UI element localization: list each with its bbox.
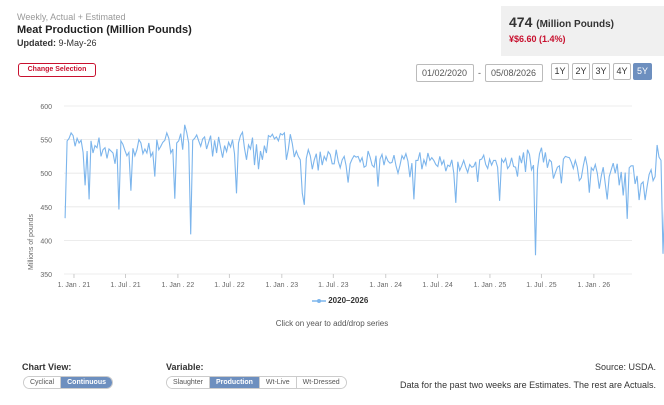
chart-hint: Click on year to add/drop series (275, 319, 389, 328)
range-4y-button[interactable]: 4Y (613, 63, 631, 80)
date-range-dash: - (478, 68, 481, 78)
range-1y-button[interactable]: 1Y (551, 63, 569, 80)
legend-line-icon (312, 298, 326, 303)
x-tick-label: 1. Jan . 26 (577, 282, 610, 289)
updated-label: Updated: (17, 38, 56, 48)
price-value: 474 (509, 14, 533, 30)
grid-lines (64, 105, 632, 275)
x-tick-label: 1. Jul . 22 (214, 282, 244, 289)
variable-wt-dressed[interactable]: Wt-Dressed (296, 377, 346, 388)
updated-line: Updated: 9-May-26 (17, 38, 97, 48)
price-change: ¥$6.60 (1.4%) (509, 34, 566, 44)
series-line-2020-2026[interactable] (64, 124, 664, 256)
range-3y-button[interactable]: 3Y (592, 63, 610, 80)
estimate-note: Data for the past two weeks are Estimate… (400, 380, 656, 390)
chart-view-toggle: Cyclical Continuous (23, 376, 114, 389)
y-tick-label: 600 (40, 104, 52, 111)
price-unit: (Million Pounds) (536, 19, 615, 30)
variable-production[interactable]: Production (209, 377, 260, 388)
chart-view-label: Chart View: (22, 362, 72, 372)
x-tick-label: 1. Jan . 21 (58, 282, 91, 289)
chart-subtitle: Weekly, Actual + Estimated (17, 12, 126, 22)
chart-view-continuous[interactable]: Continuous (61, 377, 113, 388)
price-value-line: 474 (Million Pounds) (509, 14, 614, 30)
x-tick-label: 1. Jul . 25 (526, 282, 556, 289)
variable-label: Variable: (166, 362, 204, 372)
y-axis-label: Millions of pounds (28, 213, 35, 270)
line-chart: 350 400 450 500 550 600 1. Jan . 21 1. Jul . 2… (28, 104, 664, 289)
x-tick-label: 1. Jan . 25 (474, 282, 507, 289)
variable-slaughter[interactable]: Slaughter (167, 377, 210, 388)
start-date-input[interactable]: 01/02/2020 (416, 64, 474, 82)
x-tick-label: 1. Jul . 21 (110, 282, 140, 289)
y-tick-label: 500 (40, 171, 52, 178)
end-date-input[interactable]: 05/08/2026 (485, 64, 543, 82)
chart-view-cyclical[interactable]: Cyclical (24, 377, 62, 388)
variable-wt-live[interactable]: Wt-Live (259, 377, 297, 388)
range-5y-button[interactable]: 5Y (633, 63, 652, 80)
y-tick-label: 350 (40, 272, 52, 279)
y-tick-labels: 350 400 450 500 550 600 (40, 104, 52, 279)
x-tick-label: 1. Jan . 23 (265, 282, 298, 289)
legend-item-2020-2026[interactable]: 2020–2026 (312, 296, 368, 305)
variable-toggle: Slaughter Production Wt-Live Wt-Dressed (166, 376, 347, 389)
y-tick-label: 550 (40, 138, 52, 145)
x-tick-label: 1. Jul . 23 (318, 282, 348, 289)
source-note: Source: USDA. (594, 362, 656, 372)
price-box: 474 (Million Pounds) ¥$6.60 (1.4%) (501, 6, 664, 56)
change-selection-button[interactable]: Change Selection (18, 63, 96, 77)
x-tick-labels: 1. Jan . 21 1. Jul . 21 1. Jan . 22 1. Jul … (58, 274, 610, 289)
range-2y-button[interactable]: 2Y (572, 63, 590, 80)
x-tick-label: 1. Jul . 24 (422, 282, 452, 289)
x-tick-label: 1. Jan . 24 (369, 282, 402, 289)
legend-label: 2020–2026 (328, 296, 369, 305)
updated-date: 9-May-26 (58, 38, 97, 48)
chart-title: Meat Production (Million Pounds) (17, 24, 192, 36)
y-tick-label: 450 (40, 205, 52, 212)
x-tick-label: 1. Jan . 22 (162, 282, 195, 289)
y-tick-label: 400 (40, 238, 52, 245)
